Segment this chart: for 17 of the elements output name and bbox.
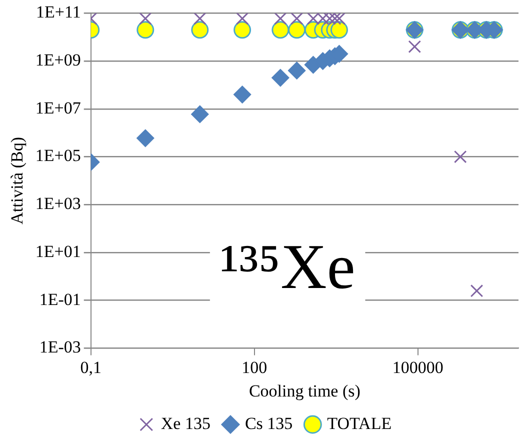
- y-axis-title: Attività (Bq): [8, 137, 27, 224]
- y-tick-label: 1E+01: [35, 242, 81, 261]
- y-tick-label: 1E+09: [35, 50, 81, 70]
- legend-label: Cs 135: [244, 414, 293, 433]
- y-tick-label: 1E+03: [35, 194, 81, 214]
- x-tick-label: 100000: [392, 358, 444, 377]
- y-tick-label: 1E+05: [35, 146, 81, 166]
- y-tick-label: 1E-01: [39, 290, 81, 309]
- annotation: ¹³⁵Xe: [220, 230, 356, 302]
- y-tick-label: 1E-03: [39, 338, 81, 357]
- x-axis-title: Cooling time (s): [248, 381, 360, 400]
- y-tick-label: 1E+07: [35, 98, 82, 118]
- x-tick-label: 0,1: [80, 358, 102, 377]
- legend-label: TOTALE: [327, 414, 392, 433]
- x-tick-label: 100: [242, 358, 268, 377]
- legend-label: Xe 135: [160, 414, 210, 433]
- y-tick-label: 1E+11: [36, 2, 81, 22]
